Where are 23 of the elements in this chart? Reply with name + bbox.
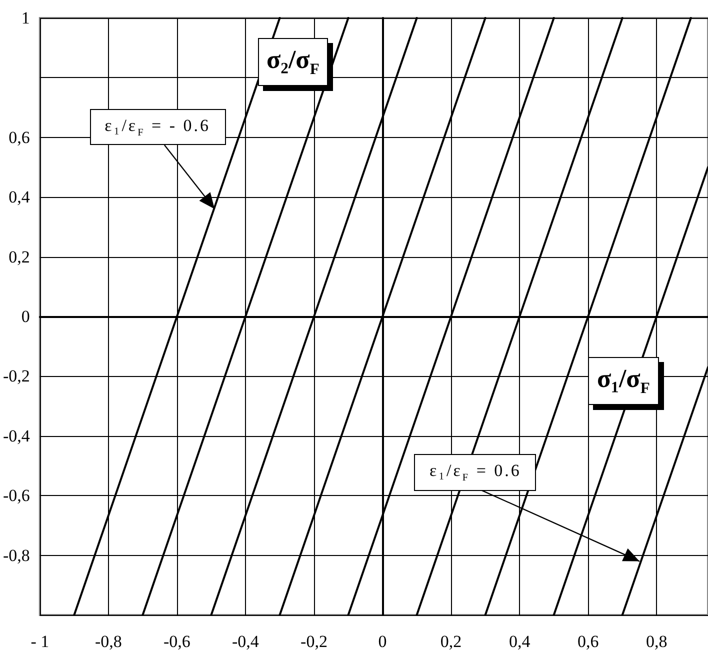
y-tick-label: -0,6 bbox=[2, 486, 30, 506]
y-tick-label: -0,2 bbox=[2, 366, 30, 386]
x-tick-label: 0,8 bbox=[646, 632, 668, 650]
y-tick-label: 0,2 bbox=[8, 247, 30, 266]
x-tick-label: -0,4 bbox=[232, 632, 260, 650]
y-tick-label: -0,4 bbox=[2, 426, 30, 446]
x-axis-title: σ₁/σ$_{F}$ bbox=[588, 356, 659, 405]
x-tick-label: -0,6 bbox=[163, 632, 190, 650]
y-tick-label: 0,4 bbox=[8, 188, 30, 207]
x-tick-label: 0,4 bbox=[508, 632, 531, 650]
x-tick-label: -0,8 bbox=[94, 632, 122, 650]
y-tick-label: -0,8 bbox=[2, 546, 30, 565]
annotation: ε₁/ε$_{F}$ = - 0.6 bbox=[90, 109, 226, 146]
x-tick-label: 0,2 bbox=[440, 632, 462, 650]
x-tick-label: 0 bbox=[378, 632, 387, 650]
x-tick-label: - 1 bbox=[30, 632, 50, 650]
y-tick-label: 0,6 bbox=[8, 128, 30, 147]
y-tick-label: 0 bbox=[21, 307, 30, 326]
x-tick-label: -0,2 bbox=[300, 632, 328, 650]
x-tick-label: 0,6 bbox=[577, 632, 599, 650]
y-axis-title: σ₂/σ$_{F}$ bbox=[258, 38, 328, 86]
y-tick-label: 1 bbox=[21, 8, 30, 28]
annotation: ε₁/ε$_{F}$ = 0.6 bbox=[414, 454, 536, 491]
